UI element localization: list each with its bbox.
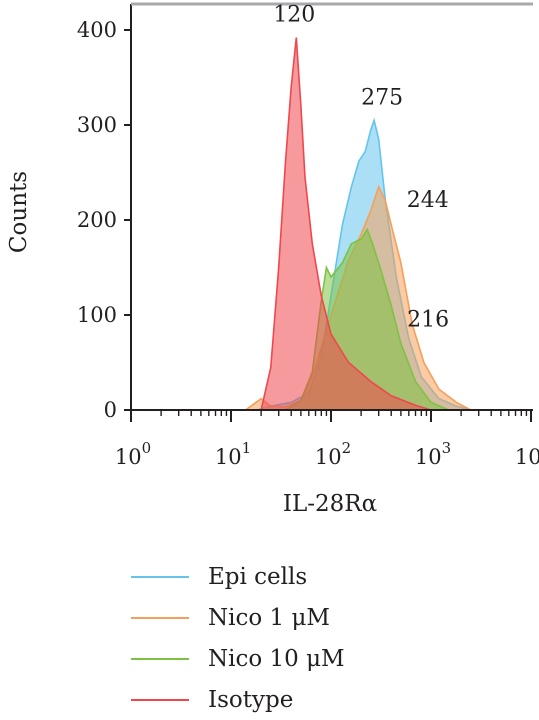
x-tick-label: 103: [415, 439, 451, 469]
x-axis-title: IL-28Rα: [283, 491, 377, 517]
y-tick-label: 300: [77, 113, 117, 137]
y-tick-label: 0: [104, 398, 117, 422]
x-tick-label: 101: [215, 439, 251, 469]
series-area-isotype: [260, 37, 432, 411]
legend-label: Isotype: [208, 686, 294, 713]
legend-swatch: [131, 616, 189, 619]
x-tick-label: 104: [515, 439, 539, 469]
x-tick-label: 100: [115, 439, 151, 469]
legend-item: Nico 10 μM: [131, 638, 345, 679]
peak-label: 275: [361, 85, 403, 110]
peak-labels: 275 244 216 120: [273, 3, 449, 333]
y-tick-label: 400: [77, 18, 117, 42]
legend-swatch: [131, 698, 189, 701]
y-axis-title: Counts: [6, 171, 32, 253]
legend-swatch: [131, 657, 189, 660]
legend-item: Nico 1 μM: [131, 597, 345, 638]
y-tick-label: 100: [77, 303, 117, 327]
peak-label: 120: [273, 3, 315, 28]
peak-label: 216: [407, 308, 449, 333]
legend-label: Epi cells: [208, 563, 308, 590]
x-tick-label: 102: [315, 439, 351, 469]
legend-item: Isotype: [131, 679, 345, 720]
plot-series: [243, 37, 472, 411]
y-tick-label: 200: [77, 208, 117, 232]
legend-label: Nico 1 μM: [208, 604, 330, 631]
histogram-chart: 0 100 200 300 400 100 101 102 103 104 275 244 216 12…: [6, 2, 539, 517]
peak-label: 244: [407, 188, 449, 213]
legend-label: Nico 10 μM: [208, 645, 345, 672]
legend: Epi cells Nico 1 μM Nico 10 μM Isotype: [131, 556, 345, 720]
axes: 0 100 200 300 400 100 101 102 103 104: [77, 2, 539, 469]
legend-item: Epi cells: [131, 556, 345, 597]
legend-swatch: [131, 575, 189, 578]
